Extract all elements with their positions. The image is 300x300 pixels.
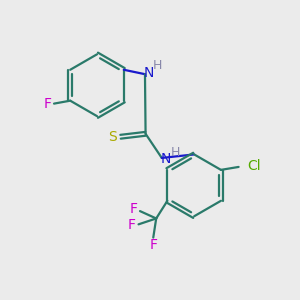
- Text: F: F: [128, 218, 136, 232]
- Text: H: H: [171, 146, 181, 159]
- Text: F: F: [130, 202, 137, 216]
- Text: H: H: [153, 59, 162, 72]
- Text: F: F: [44, 97, 52, 111]
- Text: S: S: [108, 130, 117, 144]
- Text: N: N: [144, 66, 154, 80]
- Text: N: N: [160, 152, 171, 167]
- Text: F: F: [149, 238, 157, 252]
- Text: Cl: Cl: [248, 159, 261, 173]
